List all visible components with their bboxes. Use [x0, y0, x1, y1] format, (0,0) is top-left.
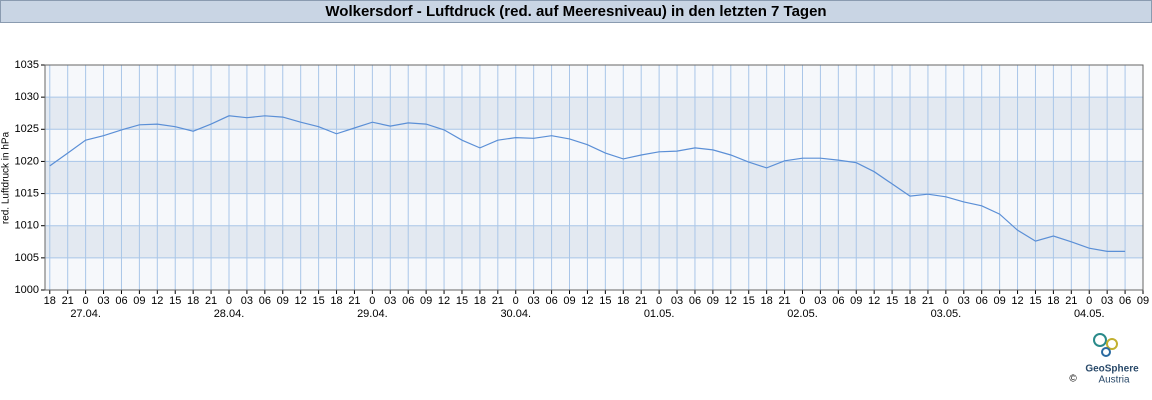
x-tick-label: 06	[832, 295, 844, 307]
data-line	[49, 115, 1126, 252]
band	[45, 225, 1143, 258]
x-tick-label: 12	[581, 295, 593, 307]
x-tick-label: 09	[563, 295, 575, 307]
x-tick-label: 18	[904, 295, 916, 307]
x-tick-label: 12	[295, 295, 307, 307]
x-tick-label: 06	[976, 295, 988, 307]
x-tick-label: 03	[1101, 295, 1113, 307]
x-tick-label: 12	[151, 295, 163, 307]
x-tick-label: 18	[330, 295, 342, 307]
x-tick-label: 09	[850, 295, 862, 307]
x-tick-label: 21	[492, 295, 504, 307]
logo-mark	[1106, 338, 1118, 350]
x-tick-label: 12	[438, 295, 450, 307]
date-label: 04.05.	[1074, 308, 1105, 320]
x-tick-label: 21	[778, 295, 790, 307]
date-label: 30.04.	[500, 308, 531, 320]
x-tick-label: 21	[205, 295, 217, 307]
x-tick-label: 18	[474, 295, 486, 307]
x-tick-label: 18	[617, 295, 629, 307]
x-tick-label: 06	[402, 295, 414, 307]
x-tick-label: 09	[420, 295, 432, 307]
x-tick-label: 03	[814, 295, 826, 307]
x-tick-label: 06	[689, 295, 701, 307]
y-tick-label: 1020	[15, 155, 39, 167]
x-tick-label: 0	[799, 295, 805, 307]
x-tick-label: 09	[133, 295, 145, 307]
logo-mark	[1093, 333, 1107, 347]
x-tick-label: 15	[1029, 295, 1041, 307]
x-tick-label: 12	[868, 295, 880, 307]
date-label: 03.05.	[931, 308, 962, 320]
logo: GeoSphere Austria ©	[1069, 333, 1139, 386]
y-axis-label: red. Luftdruck in hPa	[1, 131, 12, 224]
y-tick-label: 1025	[15, 123, 39, 135]
x-tick-label: 21	[635, 295, 647, 307]
x-tick-label: 03	[958, 295, 970, 307]
band	[45, 161, 1143, 194]
x-tick-label: 03	[97, 295, 109, 307]
x-tick-label: 21	[922, 295, 934, 307]
x-tick-label: 09	[994, 295, 1006, 307]
x-tick-label: 03	[384, 295, 396, 307]
x-tick-label: 18	[44, 295, 56, 307]
x-tick-label: 06	[259, 295, 271, 307]
band	[45, 193, 1143, 226]
x-tick-label: 0	[369, 295, 375, 307]
band	[45, 129, 1143, 162]
x-tick-label: 21	[1065, 295, 1077, 307]
x-tick-label: 15	[169, 295, 181, 307]
x-tick-label: 18	[187, 295, 199, 307]
y-tick-label: 1000	[15, 284, 39, 296]
x-tick-label: 15	[312, 295, 324, 307]
y-tick-label: 1005	[15, 252, 39, 264]
date-label: 01.05.	[644, 308, 675, 320]
x-tick-label: 06	[115, 295, 127, 307]
x-tick-label: 09	[1137, 295, 1149, 307]
x-tick-label: 0	[226, 295, 232, 307]
logo-mark	[1101, 347, 1111, 357]
x-tick-label: 0	[943, 295, 949, 307]
logo-name: GeoSphere	[1085, 364, 1139, 375]
x-tick-label: 21	[62, 295, 74, 307]
date-label: 29.04.	[357, 308, 388, 320]
x-tick-label: 0	[1086, 295, 1092, 307]
y-tick-label: 1030	[15, 91, 39, 103]
y-tick-label: 1035	[15, 59, 39, 71]
date-label: 27.04.	[70, 308, 101, 320]
x-tick-label: 15	[886, 295, 898, 307]
y-tick-label: 1015	[15, 187, 39, 199]
x-tick-label: 09	[277, 295, 289, 307]
x-tick-label: 0	[656, 295, 662, 307]
x-tick-label: 03	[241, 295, 253, 307]
chart-title: Wolkersdorf - Luftdruck (red. auf Meeres…	[325, 3, 826, 20]
x-tick-label: 0	[83, 295, 89, 307]
x-tick-label: 18	[1047, 295, 1059, 307]
x-tick-label: 15	[456, 295, 468, 307]
date-label: 02.05.	[787, 308, 818, 320]
band	[45, 257, 1143, 290]
x-tick-label: 15	[743, 295, 755, 307]
x-tick-label: 18	[761, 295, 773, 307]
y-tick-label: 1010	[15, 220, 39, 232]
x-tick-label: 21	[348, 295, 360, 307]
band	[45, 65, 1143, 98]
x-tick-label: 12	[1011, 295, 1023, 307]
x-tick-label: 06	[1119, 295, 1131, 307]
x-tick-label: 0	[513, 295, 519, 307]
copyright: ©	[1069, 374, 1077, 385]
plot-frame	[44, 64, 1144, 291]
x-tick-label: 03	[671, 295, 683, 307]
x-tick-label: 09	[707, 295, 719, 307]
x-tick-label: 06	[545, 295, 557, 307]
x-tick-label: 15	[599, 295, 611, 307]
band	[45, 97, 1143, 130]
date-label: 28.04.	[214, 308, 245, 320]
x-tick-label: 03	[528, 295, 540, 307]
logo-sub: Austria	[1098, 375, 1130, 386]
x-tick-label: 12	[725, 295, 737, 307]
